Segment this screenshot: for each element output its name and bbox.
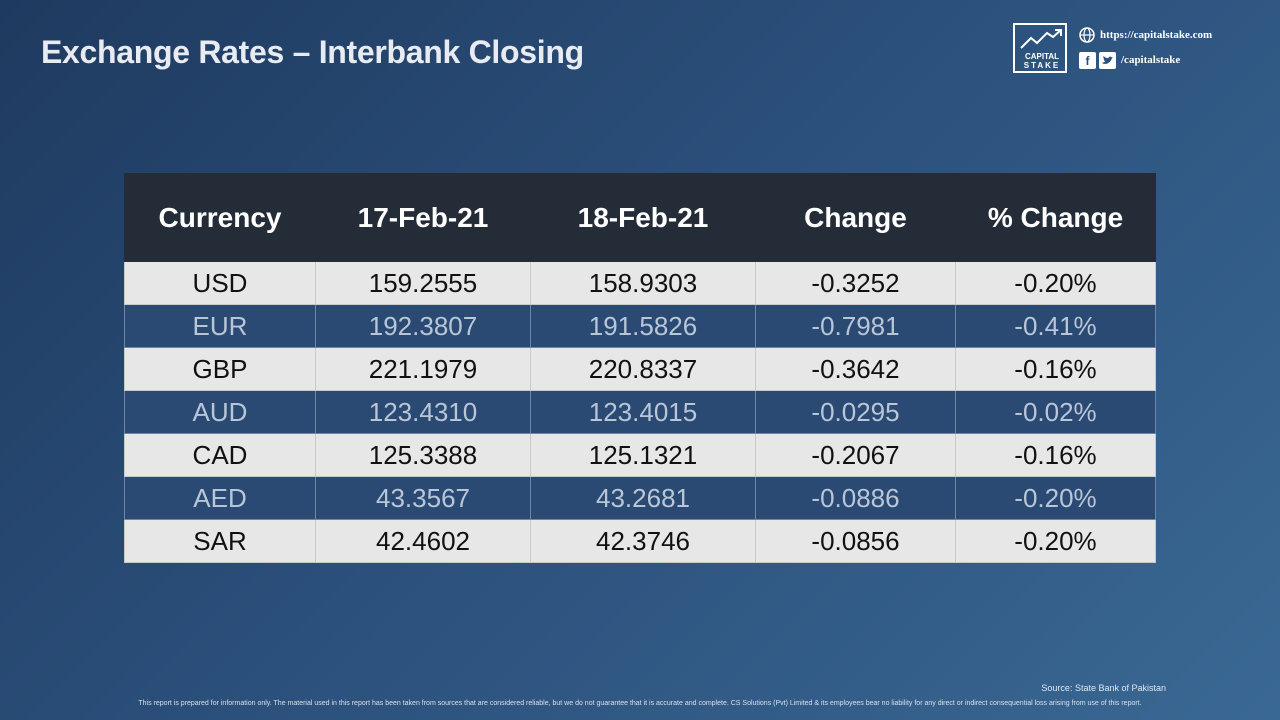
cell-change: -0.0886 [755, 476, 956, 520]
header-change: Change [755, 173, 956, 262]
cell-pct-change: -0.20% [955, 519, 1156, 563]
logo-text-capital: CAPITAL [1024, 52, 1060, 61]
cell-pct-change: -0.16% [955, 347, 1156, 391]
header-date-1: 17-Feb-21 [315, 173, 531, 262]
cell-rate-2: 191.5826 [530, 304, 756, 348]
cell-pct-change: -0.02% [955, 390, 1156, 434]
cell-rate-2: 220.8337 [530, 347, 756, 391]
cell-rate-2: 158.9303 [530, 261, 756, 305]
social-handle: /capitalstake [1121, 54, 1181, 66]
table-row: USD 159.2555 158.9303 -0.3252 -0.20% [124, 261, 1156, 305]
cell-rate-2: 123.4015 [530, 390, 756, 434]
cell-rate-1: 42.4602 [315, 519, 531, 563]
cell-currency: EUR [124, 304, 316, 348]
globe-icon [1079, 27, 1095, 43]
facebook-icon[interactable]: f [1079, 51, 1096, 69]
source-note: Source: State Bank of Pakistan [1041, 683, 1166, 693]
exchange-rates-table: Currency 17-Feb-21 18-Feb-21 Change % Ch… [124, 173, 1156, 563]
table-row: CAD 125.3388 125.1321 -0.2067 -0.16% [124, 433, 1156, 477]
table-row: SAR 42.4602 42.3746 -0.0856 -0.20% [124, 519, 1156, 563]
social-links[interactable]: f /capitalstake [1079, 51, 1180, 69]
cell-pct-change: -0.41% [955, 304, 1156, 348]
cell-pct-change: -0.20% [955, 476, 1156, 520]
cell-change: -0.0856 [755, 519, 956, 563]
header-pct-change: % Change [955, 173, 1156, 262]
logo-text-stake: STAKE [1023, 61, 1061, 70]
cell-currency: AED [124, 476, 316, 520]
header-currency: Currency [124, 173, 316, 262]
cell-rate-2: 43.2681 [530, 476, 756, 520]
cell-rate-1: 159.2555 [315, 261, 531, 305]
cell-pct-change: -0.20% [955, 261, 1156, 305]
cell-change: -0.3642 [755, 347, 956, 391]
cell-currency: USD [124, 261, 316, 305]
cell-change: -0.2067 [755, 433, 956, 477]
capital-stake-logo[interactable]: CAPITAL STAKE [1013, 23, 1067, 73]
disclaimer-text: This report is prepared for information … [138, 700, 1142, 707]
cell-rate-1: 192.3807 [315, 304, 531, 348]
logo-chart-icon [1020, 29, 1062, 49]
table-row: EUR 192.3807 191.5826 -0.7981 -0.41% [124, 304, 1156, 348]
cell-change: -0.0295 [755, 390, 956, 434]
cell-currency: GBP [124, 347, 316, 391]
table-row: GBP 221.1979 220.8337 -0.3642 -0.16% [124, 347, 1156, 391]
table-header-row: Currency 17-Feb-21 18-Feb-21 Change % Ch… [124, 173, 1156, 262]
cell-rate-1: 125.3388 [315, 433, 531, 477]
cell-rate-1: 123.4310 [315, 390, 531, 434]
cell-pct-change: -0.16% [955, 433, 1156, 477]
cell-change: -0.3252 [755, 261, 956, 305]
cell-rate-2: 42.3746 [530, 519, 756, 563]
twitter-icon[interactable] [1099, 51, 1116, 69]
brand-block: CAPITAL STAKE https://capitalstake.com f… [1013, 23, 1253, 75]
table-row: AUD 123.4310 123.4015 -0.0295 -0.02% [124, 390, 1156, 434]
cell-change: -0.7981 [755, 304, 956, 348]
page-title: Exchange Rates – Interbank Closing [41, 34, 584, 70]
website-url: https://capitalstake.com [1100, 29, 1213, 41]
cell-rate-1: 221.1979 [315, 347, 531, 391]
cell-rate-2: 125.1321 [530, 433, 756, 477]
cell-currency: SAR [124, 519, 316, 563]
cell-currency: CAD [124, 433, 316, 477]
cell-currency: AUD [124, 390, 316, 434]
website-link[interactable]: https://capitalstake.com [1079, 27, 1212, 43]
header-date-2: 18-Feb-21 [530, 173, 756, 262]
table-row: AED 43.3567 43.2681 -0.0886 -0.20% [124, 476, 1156, 520]
cell-rate-1: 43.3567 [315, 476, 531, 520]
